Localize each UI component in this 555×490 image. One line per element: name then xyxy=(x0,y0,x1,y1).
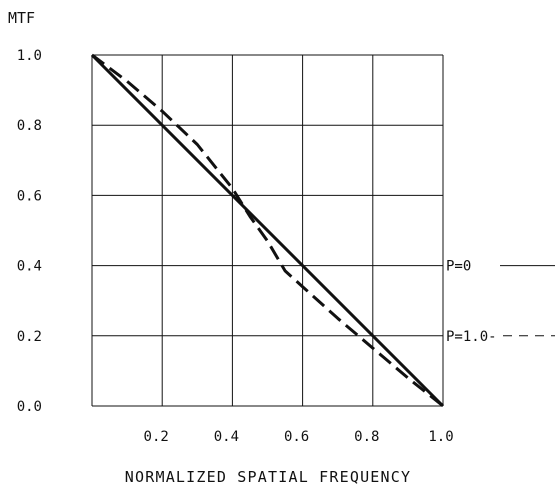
y-tick-label: 1.0 xyxy=(17,48,42,64)
x-tick-label: 0.8 xyxy=(354,429,379,445)
x-axis-label: NORMALIZED SPATIAL FREQUENCY xyxy=(125,468,411,486)
legend-label: P=0 xyxy=(446,259,471,275)
legend: P=0 P=1.0- xyxy=(446,259,555,345)
y-tick-label: 0.4 xyxy=(17,259,42,275)
y-axis-label: MTF xyxy=(8,9,35,27)
x-tick-label: 0.4 xyxy=(214,429,239,445)
x-tick-label: 1.0 xyxy=(428,429,453,445)
x-tick-label: 0.6 xyxy=(284,429,309,445)
legend-label: P=1.0- xyxy=(446,329,497,345)
series-lines xyxy=(90,53,445,408)
y-tick-label: 0.2 xyxy=(17,329,42,345)
grid xyxy=(91,54,444,407)
tick-labels: 0.0 0.2 0.4 0.6 0.8 1.0 0.2 0.4 0.6 0.8 1.0 xyxy=(17,48,454,445)
y-tick-label: 0.6 xyxy=(17,188,42,204)
y-tick-label: 0.8 xyxy=(17,118,42,134)
x-tick-label: 0.2 xyxy=(144,429,169,445)
y-tick-label: 0.0 xyxy=(17,399,42,415)
series-line-p0 xyxy=(90,53,445,408)
series-line-p1 xyxy=(91,53,444,408)
